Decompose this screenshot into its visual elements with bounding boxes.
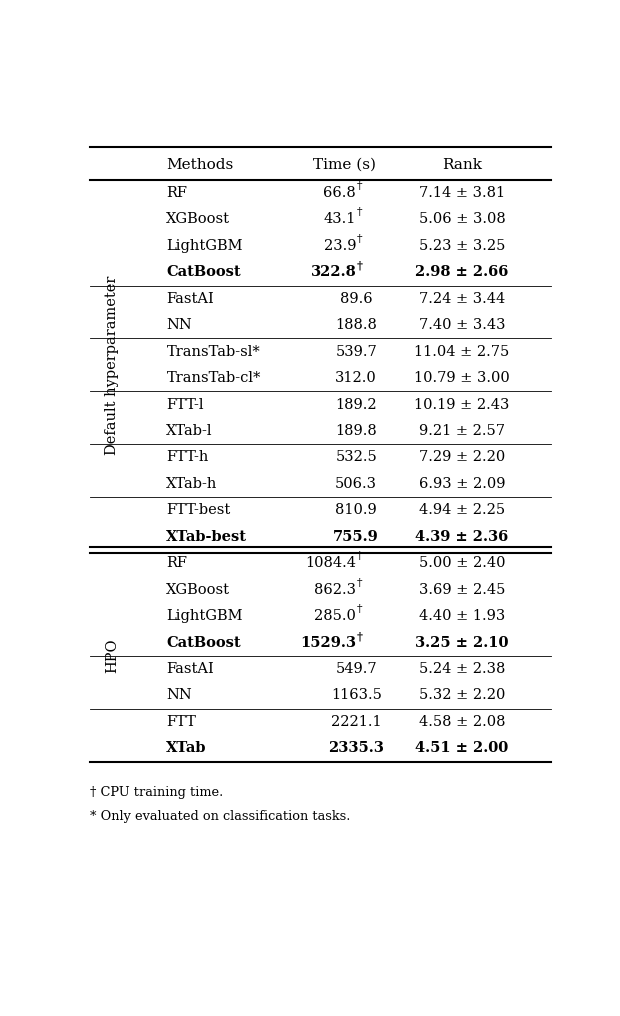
Text: FTT: FTT	[166, 715, 197, 728]
Text: LightGBM: LightGBM	[166, 610, 243, 623]
Text: XTab-best: XTab-best	[166, 529, 247, 544]
Text: 188.8: 188.8	[335, 318, 377, 332]
Text: 2221.1: 2221.1	[331, 715, 381, 728]
Text: XTab: XTab	[166, 742, 207, 755]
Text: 5.00 ± 2.40: 5.00 ± 2.40	[418, 556, 505, 570]
Text: CatBoost: CatBoost	[166, 265, 241, 279]
Text: †: †	[356, 260, 363, 271]
Text: NN: NN	[166, 318, 192, 332]
Text: 189.8: 189.8	[335, 424, 377, 438]
Text: FTT-h: FTT-h	[166, 450, 209, 464]
Text: 2335.3: 2335.3	[328, 742, 384, 755]
Text: † CPU training time.: † CPU training time.	[89, 786, 223, 800]
Text: CatBoost: CatBoost	[166, 636, 241, 649]
Text: 7.40 ± 3.43: 7.40 ± 3.43	[418, 318, 505, 332]
Text: HPO: HPO	[105, 638, 119, 673]
Text: FastAI: FastAI	[166, 662, 214, 676]
Text: FTT-best: FTT-best	[166, 503, 231, 517]
Text: 1084.4: 1084.4	[305, 556, 356, 570]
Text: Methods: Methods	[166, 158, 234, 172]
Text: 506.3: 506.3	[335, 477, 377, 491]
Text: 1529.3: 1529.3	[300, 636, 356, 649]
Text: 9.21 ± 2.57: 9.21 ± 2.57	[419, 424, 505, 438]
Text: 4.39 ± 2.36: 4.39 ± 2.36	[415, 529, 508, 544]
Text: RF: RF	[166, 186, 187, 200]
Text: 5.23 ± 3.25: 5.23 ± 3.25	[418, 239, 505, 253]
Text: †: †	[356, 181, 362, 191]
Text: 10.19 ± 2.43: 10.19 ± 2.43	[414, 397, 510, 411]
Text: 66.8: 66.8	[324, 186, 356, 200]
Text: †: †	[356, 207, 362, 217]
Text: 7.14 ± 3.81: 7.14 ± 3.81	[419, 186, 505, 200]
Text: NN: NN	[166, 689, 192, 702]
Text: 43.1: 43.1	[324, 212, 356, 227]
Text: 322.8: 322.8	[311, 265, 356, 279]
Text: †: †	[356, 578, 362, 587]
Text: 89.6: 89.6	[340, 292, 373, 306]
Text: XTab-h: XTab-h	[166, 477, 218, 491]
Text: 189.2: 189.2	[335, 397, 377, 411]
Text: 1163.5: 1163.5	[330, 689, 382, 702]
Text: †: †	[356, 605, 362, 614]
Text: 5.32 ± 2.20: 5.32 ± 2.20	[418, 689, 505, 702]
Text: 3.25 ± 2.10: 3.25 ± 2.10	[415, 636, 508, 649]
Text: 11.04 ± 2.75: 11.04 ± 2.75	[414, 344, 510, 359]
Text: 539.7: 539.7	[335, 344, 377, 359]
Text: Time (s): Time (s)	[312, 158, 376, 172]
Text: FTT-l: FTT-l	[166, 397, 204, 411]
Text: †: †	[356, 630, 363, 641]
Text: 312.0: 312.0	[335, 371, 377, 385]
Text: Rank: Rank	[442, 158, 482, 172]
Text: 4.51 ± 2.00: 4.51 ± 2.00	[415, 742, 508, 755]
Text: 532.5: 532.5	[335, 450, 377, 464]
Text: 2.98 ± 2.66: 2.98 ± 2.66	[415, 265, 508, 279]
Text: 7.29 ± 2.20: 7.29 ± 2.20	[418, 450, 505, 464]
Text: 755.9: 755.9	[334, 529, 379, 544]
Text: 862.3: 862.3	[314, 582, 356, 596]
Text: 4.40 ± 1.93: 4.40 ± 1.93	[418, 610, 505, 623]
Text: RF: RF	[166, 556, 187, 570]
Text: 549.7: 549.7	[335, 662, 377, 676]
Text: TransTab-cl*: TransTab-cl*	[166, 371, 261, 385]
Text: XGBoost: XGBoost	[166, 582, 231, 596]
Text: 6.93 ± 2.09: 6.93 ± 2.09	[418, 477, 505, 491]
Text: 4.94 ± 2.25: 4.94 ± 2.25	[419, 503, 505, 517]
Text: 10.79 ± 3.00: 10.79 ± 3.00	[414, 371, 510, 385]
Text: LightGBM: LightGBM	[166, 239, 243, 253]
Text: 810.9: 810.9	[335, 503, 377, 517]
Text: FastAI: FastAI	[166, 292, 214, 306]
Text: XGBoost: XGBoost	[166, 212, 231, 227]
Text: 7.24 ± 3.44: 7.24 ± 3.44	[418, 292, 505, 306]
Text: †: †	[356, 234, 362, 244]
Text: †: †	[356, 552, 362, 561]
Text: XTab-l: XTab-l	[166, 424, 213, 438]
Text: 23.9: 23.9	[324, 239, 356, 253]
Text: TransTab-sl*: TransTab-sl*	[166, 344, 260, 359]
Text: 4.58 ± 2.08: 4.58 ± 2.08	[418, 715, 505, 728]
Text: 3.69 ± 2.45: 3.69 ± 2.45	[418, 582, 505, 596]
Text: Default hyperparameter: Default hyperparameter	[105, 275, 119, 454]
Text: 285.0: 285.0	[314, 610, 356, 623]
Text: 5.06 ± 3.08: 5.06 ± 3.08	[418, 212, 505, 227]
Text: * Only evaluated on classification tasks.: * Only evaluated on classification tasks…	[89, 810, 350, 823]
Text: 5.24 ± 2.38: 5.24 ± 2.38	[418, 662, 505, 676]
